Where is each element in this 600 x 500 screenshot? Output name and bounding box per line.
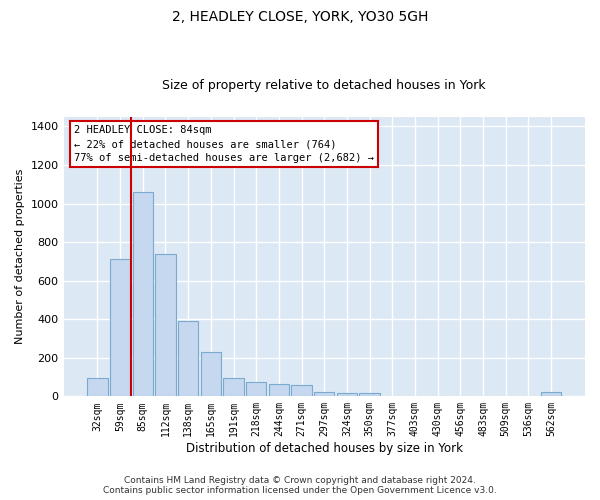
Bar [269, 384, 289, 396]
Bar [541, 392, 561, 396]
Y-axis label: Number of detached properties: Number of detached properties [15, 169, 25, 344]
Bar [87, 378, 107, 396]
Text: 2, HEADLEY CLOSE, YORK, YO30 5GH: 2, HEADLEY CLOSE, YORK, YO30 5GH [172, 10, 428, 24]
Bar [133, 192, 153, 396]
Bar [155, 254, 176, 396]
Bar [337, 394, 357, 396]
Bar [178, 321, 199, 396]
X-axis label: Distribution of detached houses by size in York: Distribution of detached houses by size … [186, 442, 463, 455]
Bar [200, 352, 221, 397]
Text: Contains HM Land Registry data © Crown copyright and database right 2024.
Contai: Contains HM Land Registry data © Crown c… [103, 476, 497, 495]
Bar [292, 385, 312, 396]
Bar [314, 392, 334, 396]
Bar [359, 394, 380, 396]
Bar [246, 382, 266, 396]
Title: Size of property relative to detached houses in York: Size of property relative to detached ho… [163, 79, 486, 92]
Bar [223, 378, 244, 396]
Bar [110, 260, 130, 396]
Text: 2 HEADLEY CLOSE: 84sqm
← 22% of detached houses are smaller (764)
77% of semi-de: 2 HEADLEY CLOSE: 84sqm ← 22% of detached… [74, 125, 374, 163]
